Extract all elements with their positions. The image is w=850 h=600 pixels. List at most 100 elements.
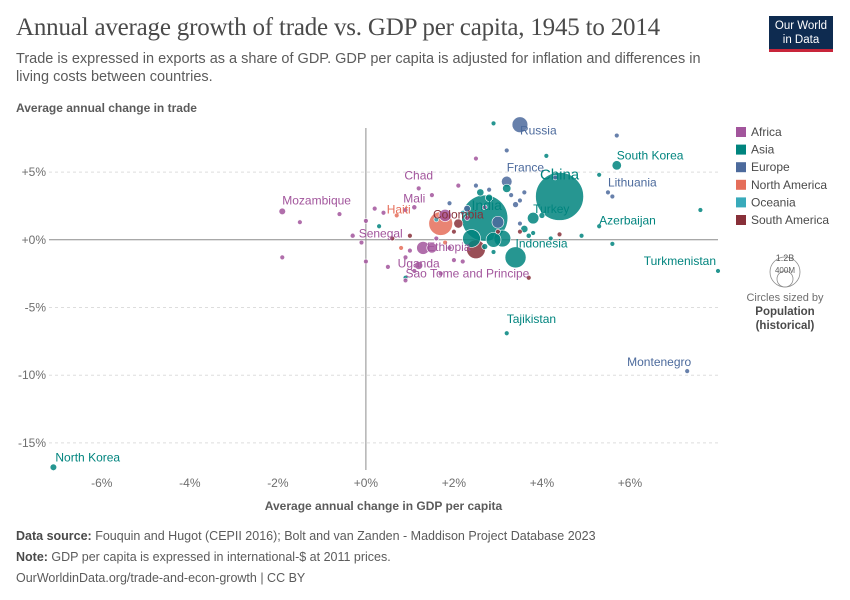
size-legend-circle-small [776, 270, 794, 288]
data-point [473, 182, 479, 189]
y-tick-label: -10% [18, 368, 46, 382]
data-point [526, 275, 532, 281]
data-point [349, 232, 356, 239]
point-label: Azerbaijan [599, 213, 656, 227]
data-point [548, 235, 554, 242]
data-point [414, 261, 424, 270]
data-point [336, 211, 343, 217]
point-label: India [472, 197, 503, 213]
data-point [363, 218, 369, 224]
data-point [398, 245, 404, 251]
data-point [380, 210, 387, 216]
data-point [491, 215, 505, 229]
data-point [481, 243, 489, 250]
data-point [451, 257, 457, 263]
footer-source: Data source: Fouquin and Hugot (CEPII 20… [16, 529, 596, 543]
data-point [486, 187, 492, 193]
data-point [429, 192, 435, 198]
legend-label: South America [751, 213, 829, 227]
y-tick-label: -5% [25, 301, 47, 315]
data-point [462, 229, 481, 248]
logo-line-1: Our World [774, 20, 828, 32]
point-label: Senegal [359, 227, 403, 241]
x-tick-label: -2% [267, 476, 289, 490]
y-tick-label: +5% [22, 165, 47, 179]
data-point [578, 233, 585, 239]
legend-label: Oceania [751, 195, 796, 209]
data-point [371, 205, 378, 212]
point-label: Sao Tome and Principe [406, 266, 530, 280]
point-label: Tajikistan [507, 312, 556, 326]
data-point [520, 225, 529, 233]
data-point [394, 212, 400, 219]
data-point [455, 182, 462, 189]
data-point [490, 120, 497, 127]
point-label: Turkmenistan [644, 254, 716, 268]
source-text: Fouquin and Hugot (CEPII 2016); Bolt and… [91, 529, 596, 543]
legend-swatch [736, 179, 746, 190]
note-text: GDP per capita is expressed in internati… [47, 550, 391, 564]
data-point [684, 368, 690, 374]
data-point [407, 247, 413, 254]
data-point [464, 215, 470, 221]
data-point [504, 330, 510, 336]
data-point [411, 268, 418, 274]
data-point [411, 204, 418, 211]
data-point [446, 200, 453, 206]
data-point [438, 270, 444, 277]
footer-note: Note: GDP per capita is expressed in int… [16, 550, 391, 564]
point-label: Uganda [398, 257, 440, 271]
data-point [416, 185, 422, 192]
x-tick-label: +4% [530, 476, 555, 490]
chart-title: Annual average growth of trade vs. GDP p… [16, 14, 660, 41]
point-label: Mozambique [282, 193, 351, 207]
owid-logo[interactable]: Our World in Data [769, 16, 833, 52]
data-point [433, 216, 440, 223]
point-label: South Korea [617, 148, 684, 162]
data-point [49, 463, 58, 471]
data-point [517, 220, 523, 227]
data-point [508, 192, 514, 198]
x-tick-label: -4% [179, 476, 201, 490]
point-label: China [540, 166, 580, 183]
data-point [596, 223, 602, 229]
point-label: Turkey [533, 202, 569, 216]
point-label: Colombia [433, 208, 484, 222]
size-legend-var: Population [755, 306, 814, 318]
data-point [502, 183, 512, 193]
data-point [460, 210, 466, 216]
data-point [402, 277, 409, 284]
size-legend-var2: (historical) [756, 320, 815, 332]
data-point [460, 258, 466, 265]
footer-url[interactable]: OurWorldinData.org/trade-and-econ-growth… [16, 571, 306, 585]
data-point [556, 231, 563, 238]
data-point [363, 258, 369, 265]
data-point [442, 239, 448, 246]
data-point [433, 235, 440, 242]
size-legend-big-label: 1.2B [776, 253, 795, 263]
source-label: Data source: [16, 529, 92, 543]
data-point [543, 153, 550, 159]
data-point [715, 268, 721, 274]
logo-line-2: in Data [782, 34, 820, 46]
data-point [279, 254, 285, 261]
data-point [611, 160, 622, 171]
data-point [473, 155, 479, 162]
data-point [278, 207, 286, 215]
point-label: Chad [404, 168, 433, 182]
x-tick-label: +2% [442, 476, 467, 490]
point-label: Ethiopia [427, 240, 471, 254]
data-point [490, 249, 497, 255]
data-point [614, 132, 620, 139]
x-axis-label: Average annual change in GDP per capita [265, 499, 503, 513]
point-label: Indonesia [516, 236, 568, 250]
data-point [402, 207, 409, 213]
data-point [451, 228, 457, 235]
point-label: Haiti [387, 202, 411, 216]
data-point [438, 208, 452, 222]
x-tick-label: +0% [354, 476, 379, 490]
data-point [446, 245, 453, 251]
data-point [426, 242, 438, 254]
point-label: Montenegro [627, 355, 691, 369]
data-point [517, 228, 523, 235]
